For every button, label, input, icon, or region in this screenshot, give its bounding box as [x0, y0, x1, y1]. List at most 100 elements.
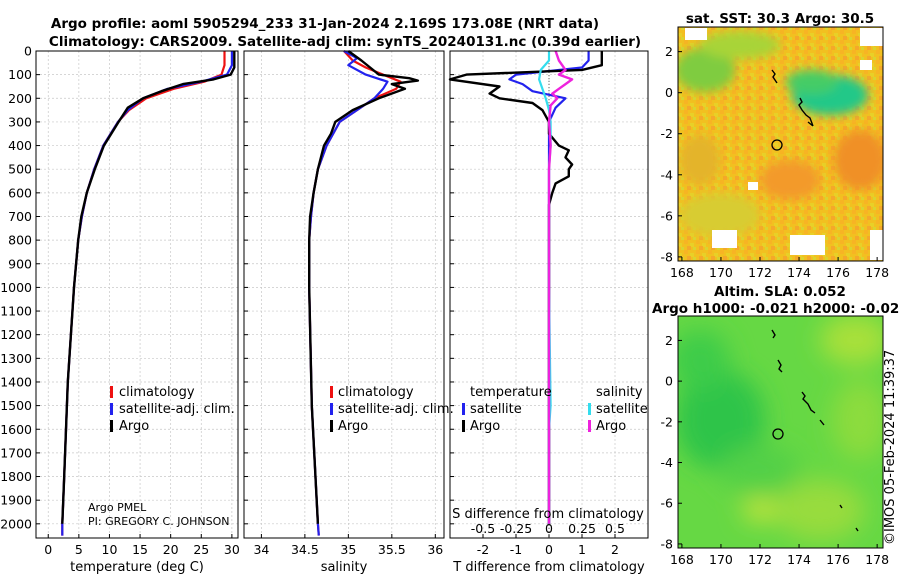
y-tick-label: 1500: [0, 398, 32, 413]
legend-label-s-argo: Argo: [596, 419, 626, 434]
y-tick-label: 300: [8, 114, 32, 129]
x-tick-label: 34: [253, 542, 269, 557]
y-tick-label: 0: [24, 44, 32, 59]
salinity-legend: climatology satellite-adj. clim. Argo: [330, 385, 454, 434]
y-tick-label: 600: [8, 185, 32, 200]
y-tick-label: 1300: [0, 351, 32, 366]
sla-map-subtitle: Argo h1000: -0.021 h2000: -0.029: [652, 301, 900, 317]
y-tick-label: 1200: [0, 327, 32, 342]
x-tick-label: 10: [102, 542, 118, 557]
x-axis-label: temperature (deg C): [70, 560, 204, 575]
salinity-panel: 34 34.5 35 35.5 36 salinity: [243, 50, 445, 575]
map-y-tick-label: 0: [665, 374, 673, 389]
x-axis-label: salinity: [321, 560, 368, 575]
credit-pi: PI: GREGORY C. JOHNSON: [88, 515, 229, 528]
s-tick-label: -0.5: [471, 521, 495, 536]
x-tick-label: -1: [510, 542, 522, 557]
series-line-climatology: [61, 51, 226, 536]
legend-label-satellite: satellite-adj. clim.: [119, 402, 235, 417]
legend-swatch-climatology: [110, 386, 113, 398]
x-tick-label: 34.5: [291, 542, 319, 557]
legend-label-t-satellite: satellite: [470, 402, 522, 417]
y-tick-label: 1800: [0, 469, 32, 484]
map-y-tick-label: -2: [661, 414, 673, 429]
y-tick-label: 1000: [0, 280, 32, 295]
x-tick-label: 36: [427, 542, 443, 557]
sla-map: 168 170 172 174 176 178 2 0 -2 -4 -6 -8: [661, 315, 889, 567]
legend-label-t-argo: Argo: [470, 419, 500, 434]
x-tick-label: -2: [477, 542, 489, 557]
x-tick-label: 0: [545, 542, 553, 557]
legend-label-s-satellite: satellite: [596, 402, 648, 417]
difference-legend: temperature salinity satellite Argo sate…: [462, 385, 648, 434]
temperature-panel: 0 5 10 15 20 25 300100200300400500600700800900…: [0, 44, 240, 576]
y-tick-label: 1700: [0, 445, 32, 460]
argo-location-marker: [772, 428, 784, 440]
y-tick-label: 900: [8, 256, 32, 271]
map-x-tick-label: 170: [709, 265, 733, 280]
y-tick-label: 500: [8, 162, 32, 177]
x-tick-label: 2: [611, 542, 619, 557]
map-y-tick-label: 0: [665, 85, 673, 100]
map-x-tick-label: 172: [748, 265, 772, 280]
legend-swatch-argo: [110, 420, 113, 432]
map-y-tick-label: -6: [661, 496, 674, 511]
timestamp: ©IMOS 05-Feb-2024 11:39:37: [883, 350, 898, 545]
legend-swatch-satellite: [330, 403, 333, 415]
legend-label-climatology: climatology: [119, 385, 195, 400]
legend-swatch-s-argo: [588, 420, 591, 432]
map-x-tick-label: 168: [670, 265, 694, 280]
difference-panel: -2 -1 0 1 2-0.5 -0.25 0 0.25 0.5T difference fro…: [448, 50, 649, 575]
map-x-tick-label: 174: [787, 552, 811, 567]
x-tick-label: 15: [132, 542, 148, 557]
map-x-tick-label: 178: [865, 265, 889, 280]
title-line-1: Argo profile: aoml 5905294_233 31-Jan-20…: [51, 16, 599, 32]
y-tick-label: 2000: [0, 516, 32, 531]
map-y-tick-label: -8: [661, 536, 674, 551]
x-tick-label: 1: [578, 542, 586, 557]
series-line-climatology: [308, 50, 402, 536]
x-axis-label: T difference from climatology: [452, 560, 645, 575]
series-line-argo: [61, 51, 236, 524]
legend-swatch-argo: [330, 420, 333, 432]
series-line-argo: [308, 50, 420, 524]
map-y-tick-label: 2: [665, 333, 673, 348]
legend-swatch-t-satellite: [462, 403, 465, 415]
s-tick-label: 0.5: [605, 521, 625, 536]
y-tick-label: 1100: [0, 304, 32, 319]
temperature-legend: climatology satellite-adj. clim. Argo: [110, 385, 235, 434]
s-tick-label: -0.25: [500, 521, 532, 536]
map-y-tick-label: -4: [661, 167, 674, 182]
legend-title-temperature: temperature: [470, 385, 552, 400]
map-y-tick-label: -4: [661, 455, 674, 470]
x-tick-label: 35: [340, 542, 356, 557]
map-x-tick-label: 174: [787, 265, 811, 280]
map-y-tick-label: -2: [661, 126, 673, 141]
y-tick-label: 400: [8, 138, 32, 153]
map-x-tick-label: 172: [748, 552, 772, 567]
y-tick-label: 1400: [0, 374, 32, 389]
map-y-tick-label: -8: [661, 249, 674, 264]
x-tick-label: 35.5: [378, 542, 406, 557]
map-x-tick-label: 176: [826, 552, 850, 567]
sst-map: 168 170 172 174 176 178 2 0 -2 -4 -6 -8: [661, 26, 889, 280]
map-x-tick-label: 168: [670, 552, 694, 567]
x-tick-label: 0: [44, 542, 52, 557]
sst-map-title: sat. SST: 30.3 Argo: 30.5: [686, 11, 874, 27]
legend-label-argo: Argo: [119, 419, 149, 434]
y-tick-label: 200: [8, 91, 32, 106]
credit-institution: Argo PMEL: [88, 501, 147, 514]
map-x-tick-label: 178: [865, 552, 889, 567]
series-line-satellite-adj-clim-: [61, 51, 233, 536]
y-tick-label: 1600: [0, 422, 32, 437]
argo-location-marker: [771, 139, 783, 151]
map-y-tick-label: 2: [665, 44, 673, 59]
legend-swatch-climatology: [330, 386, 333, 398]
series-line-s-argo: [547, 50, 574, 524]
x-tick-label: 30: [224, 542, 240, 557]
s-tick-label: 0.25: [568, 521, 596, 536]
sla-map-title: Altim. SLA: 0.052: [714, 284, 846, 300]
legend-label-climatology: climatology: [338, 385, 414, 400]
legend-title-salinity: salinity: [596, 385, 643, 400]
